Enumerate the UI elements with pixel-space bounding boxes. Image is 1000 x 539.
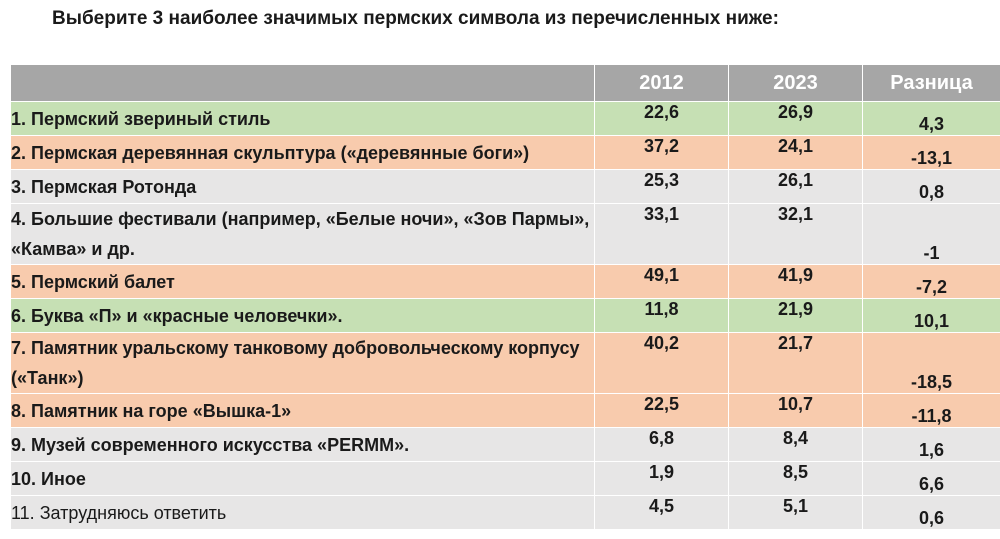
- value-difference: -18,5: [862, 332, 1000, 394]
- value-difference: -11,8: [862, 393, 1000, 428]
- value-2023: 21,7: [728, 332, 863, 394]
- table-row: 10. Иное 1,9 8,5 6,6: [10, 461, 1000, 496]
- column-header-2012: 2012: [594, 64, 729, 102]
- value-2012: 33,1: [594, 203, 729, 265]
- table-row: 11. Затрудняюсь ответить 4,5 5,1 0,6: [10, 495, 1000, 530]
- table-row: 9. Музей современного искусства «PERMM».…: [10, 427, 1000, 462]
- value-difference: -13,1: [862, 135, 1000, 170]
- value-difference: 10,1: [862, 298, 1000, 333]
- page-title: Выберите 3 наиболее значимых пермских си…: [52, 8, 779, 29]
- value-2012: 11,8: [594, 298, 729, 333]
- value-2023: 41,9: [728, 264, 863, 299]
- column-header-label: [10, 64, 595, 102]
- value-2023: 10,7: [728, 393, 863, 428]
- value-difference: 0,8: [862, 169, 1000, 204]
- column-header-difference: Разница: [862, 64, 1000, 102]
- row-label: 4. Большие фестивали (например, «Белые н…: [10, 203, 595, 265]
- row-label: 3. Пермская Ротонда: [10, 169, 595, 204]
- value-difference: -1: [862, 203, 1000, 265]
- column-header-2023: 2023: [728, 64, 863, 102]
- value-2012: 40,2: [594, 332, 729, 394]
- row-label: 9. Музей современного искусства «PERMM».: [10, 427, 595, 462]
- value-difference: -7,2: [862, 264, 1000, 299]
- value-2012: 49,1: [594, 264, 729, 299]
- value-difference: 1,6: [862, 427, 1000, 462]
- table-row: 1. Пермский звериный стиль 22,6 26,9 4,3: [10, 101, 1000, 136]
- value-2012: 1,9: [594, 461, 729, 496]
- value-2012: 25,3: [594, 169, 729, 204]
- table-row: 3. Пермская Ротонда 25,3 26,1 0,8: [10, 169, 1000, 204]
- value-2023: 5,1: [728, 495, 863, 530]
- value-difference: 0,6: [862, 495, 1000, 530]
- value-2023: 8,4: [728, 427, 863, 462]
- row-label: 6. Буква «П» и «красные человечки».: [10, 298, 595, 333]
- survey-table: 2012 2023 Разница 1. Пермский звериный с…: [10, 64, 1000, 530]
- value-difference: 4,3: [862, 101, 1000, 136]
- value-2012: 4,5: [594, 495, 729, 530]
- row-label: 5. Пермский балет: [10, 264, 595, 299]
- value-2012: 22,6: [594, 101, 729, 136]
- value-2023: 32,1: [728, 203, 863, 265]
- row-label: 11. Затрудняюсь ответить: [10, 495, 595, 530]
- table-row: 2. Пермская деревянная скульптура («дере…: [10, 135, 1000, 170]
- value-2023: 26,1: [728, 169, 863, 204]
- value-2023: 24,1: [728, 135, 863, 170]
- value-2023: 8,5: [728, 461, 863, 496]
- value-difference: 6,6: [862, 461, 1000, 496]
- table-row: 4. Большие фестивали (например, «Белые н…: [10, 203, 1000, 265]
- row-label: 2. Пермская деревянная скульптура («дере…: [10, 135, 595, 170]
- table-row: 6. Буква «П» и «красные человечки». 11,8…: [10, 298, 1000, 333]
- value-2012: 6,8: [594, 427, 729, 462]
- table-row: 7. Памятник уральскому танковому доброво…: [10, 332, 1000, 394]
- table-header-row: 2012 2023 Разница: [10, 64, 1000, 102]
- row-label: 7. Памятник уральскому танковому доброво…: [10, 332, 595, 394]
- table-row: 5. Пермский балет 49,1 41,9 -7,2: [10, 264, 1000, 299]
- value-2023: 21,9: [728, 298, 863, 333]
- table-row: 8. Памятник на горе «Вышка-1» 22,5 10,7 …: [10, 393, 1000, 428]
- row-label: 1. Пермский звериный стиль: [10, 101, 595, 136]
- value-2023: 26,9: [728, 101, 863, 136]
- value-2012: 37,2: [594, 135, 729, 170]
- value-2012: 22,5: [594, 393, 729, 428]
- row-label: 10. Иное: [10, 461, 595, 496]
- row-label: 8. Памятник на горе «Вышка-1»: [10, 393, 595, 428]
